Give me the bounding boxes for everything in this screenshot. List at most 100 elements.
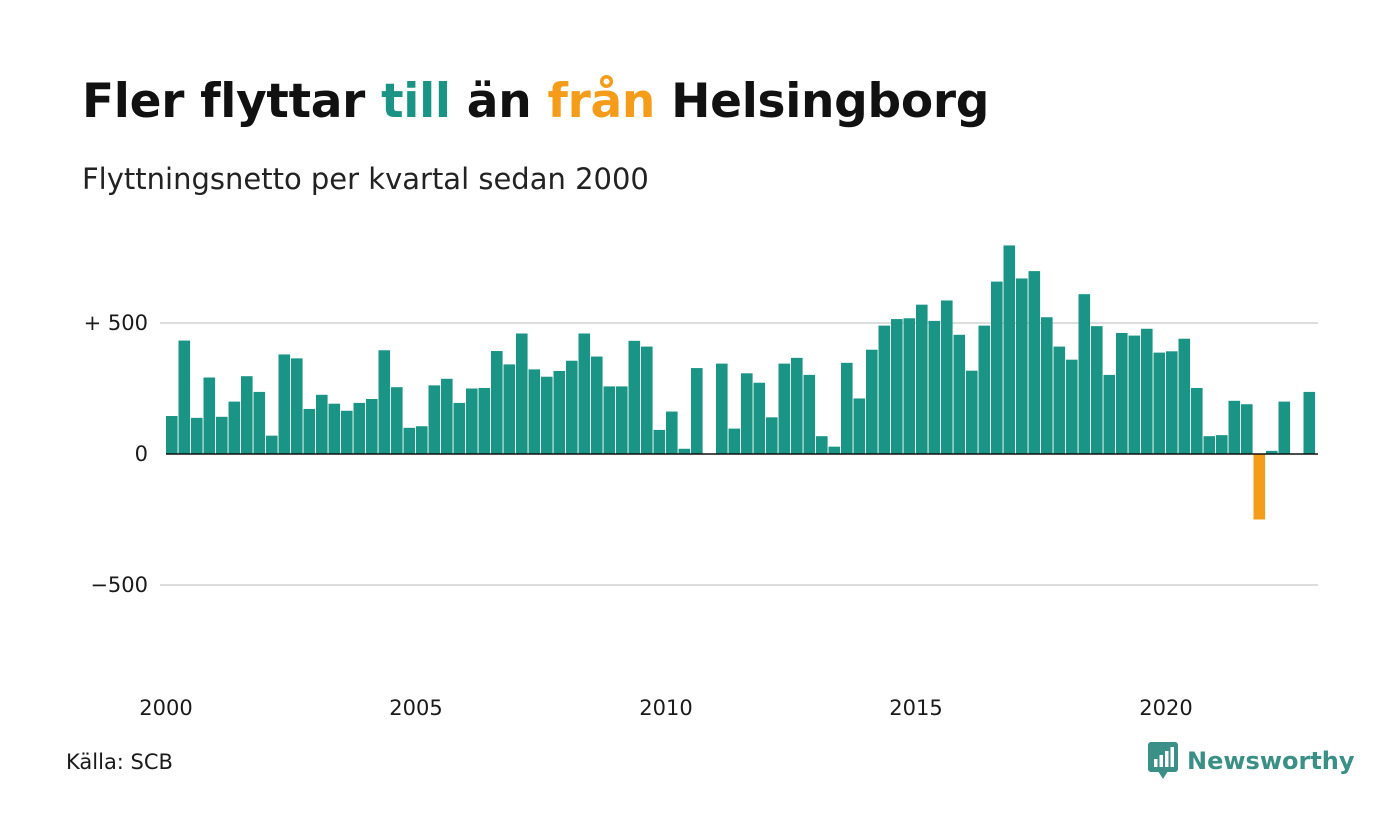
title-word-fran: från	[547, 74, 656, 129]
bar-66	[991, 281, 1003, 454]
bar-18	[391, 387, 403, 454]
bar-27	[503, 364, 516, 454]
bar-20	[416, 426, 428, 454]
bars	[166, 245, 1316, 520]
bar-48	[766, 417, 778, 454]
bar-32	[566, 360, 578, 454]
bar-9	[278, 354, 291, 454]
bar-40	[666, 411, 678, 454]
bar-28	[516, 333, 528, 454]
bar-24	[466, 388, 478, 454]
bar-15	[353, 402, 366, 454]
bar-25	[478, 387, 491, 454]
bar-68	[1016, 278, 1028, 454]
bar-14	[341, 410, 353, 454]
bar-53	[828, 446, 841, 454]
bar-34	[591, 356, 603, 454]
bar-85	[1228, 400, 1241, 454]
bar-13	[328, 403, 341, 454]
bar-70	[1041, 317, 1053, 454]
bar-83	[1203, 436, 1216, 454]
bar-21	[428, 385, 441, 454]
bar-71	[1053, 346, 1066, 454]
bar-2	[191, 417, 203, 454]
bar-77	[1128, 335, 1141, 454]
bar-74	[1091, 326, 1103, 454]
bar-42	[691, 368, 703, 454]
bar-88	[1266, 450, 1278, 454]
bar-86	[1241, 404, 1253, 454]
bar-59	[903, 318, 916, 454]
y-tick-label-2: −500	[90, 573, 148, 597]
bar-47	[753, 382, 766, 454]
bar-19	[403, 427, 416, 454]
bar-12	[316, 394, 328, 454]
x-tick-label-4: 2020	[1139, 696, 1192, 720]
bar-84	[1216, 435, 1228, 454]
bar-29	[528, 369, 541, 454]
bar-0	[166, 416, 178, 454]
title-part-5: Helsingborg	[655, 74, 990, 129]
bar-17	[378, 350, 391, 454]
y-tick-label-0: + 500	[84, 311, 148, 335]
bar-78	[1141, 328, 1153, 454]
bar-89	[1278, 401, 1291, 454]
bar-1	[178, 340, 191, 454]
bar-30	[541, 376, 553, 454]
bar-45	[728, 428, 741, 454]
bar-10	[291, 358, 303, 454]
bar-82	[1191, 387, 1203, 454]
bar-54	[841, 362, 853, 454]
bar-79	[1153, 352, 1166, 454]
bar-55	[853, 398, 866, 454]
bar-67	[1003, 245, 1016, 454]
bar-58	[891, 319, 903, 454]
bar-36	[616, 386, 628, 454]
bar-73	[1078, 294, 1091, 454]
bar-26	[491, 351, 503, 454]
bar-22	[441, 378, 453, 454]
bar-80	[1166, 351, 1178, 454]
bar-46	[741, 373, 753, 454]
bar-5	[228, 401, 241, 454]
bar-69	[1028, 271, 1041, 454]
brand-name: Newsworthy	[1187, 747, 1355, 775]
bar-37	[628, 340, 641, 454]
y-tick-label-1: 0	[135, 442, 148, 466]
x-tick-label-2: 2010	[639, 696, 692, 720]
bar-60	[916, 304, 928, 454]
chart-speech-bubble-icon	[1148, 742, 1178, 779]
bar-7	[253, 391, 266, 454]
bar-91	[1303, 391, 1316, 454]
bar-4	[216, 416, 228, 454]
bar-33	[578, 333, 591, 454]
chart-title: Fler flyttar till än från Helsingborg	[82, 74, 989, 129]
bar-35	[603, 386, 616, 454]
bar-23	[453, 402, 466, 454]
bar-11	[303, 408, 316, 454]
bar-63	[953, 334, 966, 454]
bar-3	[203, 377, 216, 454]
chart-subtitle: Flyttningsnetto per kvartal sedan 2000	[82, 162, 649, 196]
source-note: Källa: SCB	[66, 750, 173, 774]
bar-52	[816, 436, 828, 454]
brand-logo: Newsworthy	[1148, 742, 1355, 780]
x-tick-label-1: 2005	[389, 696, 442, 720]
bar-81	[1178, 338, 1191, 454]
bar-51	[803, 374, 816, 454]
bar-31	[553, 370, 566, 454]
bar-56	[866, 349, 878, 454]
title-part-1: Fler flyttar	[82, 74, 382, 129]
bar-61	[928, 320, 941, 454]
x-tick-label-0: 2000	[139, 696, 192, 720]
bar-64	[966, 370, 978, 454]
bar-65	[978, 325, 991, 454]
bar-8	[266, 435, 278, 454]
bar-49	[778, 363, 791, 454]
bar-62	[941, 300, 953, 454]
gridlines	[160, 322, 1318, 586]
bar-39	[653, 429, 666, 454]
title-part-3: än	[450, 74, 548, 129]
bar-87	[1253, 454, 1266, 520]
